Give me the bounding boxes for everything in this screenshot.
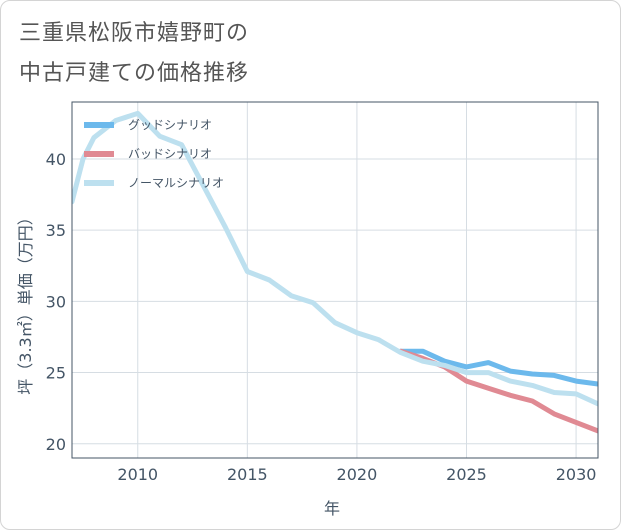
series-line-3 bbox=[72, 110, 598, 407]
x-axis-label: 年 bbox=[324, 499, 340, 518]
y-tick-label: 40 bbox=[46, 150, 66, 169]
series-line-1 bbox=[398, 348, 598, 387]
legend-label: ノーマルシナリオ bbox=[128, 176, 224, 190]
y-axis-label: 坪（3.3㎡）単価（万円） bbox=[16, 209, 35, 394]
y-tick-label: 25 bbox=[46, 364, 66, 383]
x-tick-label: 2025 bbox=[446, 465, 487, 484]
x-tick-label: 2020 bbox=[337, 465, 378, 484]
y-tick-label: 20 bbox=[46, 435, 66, 454]
chart-title-line2: 中古戸建ての価格推移 bbox=[19, 61, 250, 86]
legend-label: グッドシナリオ bbox=[128, 118, 212, 132]
x-tick-label: 2010 bbox=[117, 465, 158, 484]
x-tick-label: 2030 bbox=[556, 465, 597, 484]
y-tick-label: 35 bbox=[46, 221, 66, 240]
chart-title-line1: 三重県松阪市嬉野町の bbox=[19, 21, 250, 46]
grid-lines bbox=[72, 102, 598, 458]
series-lines bbox=[72, 110, 598, 434]
legend-label: バッドシナリオ bbox=[128, 147, 212, 161]
plot-frame bbox=[71, 101, 599, 459]
x-tick-label: 2015 bbox=[227, 465, 268, 484]
y-tick-label: 30 bbox=[46, 292, 66, 311]
